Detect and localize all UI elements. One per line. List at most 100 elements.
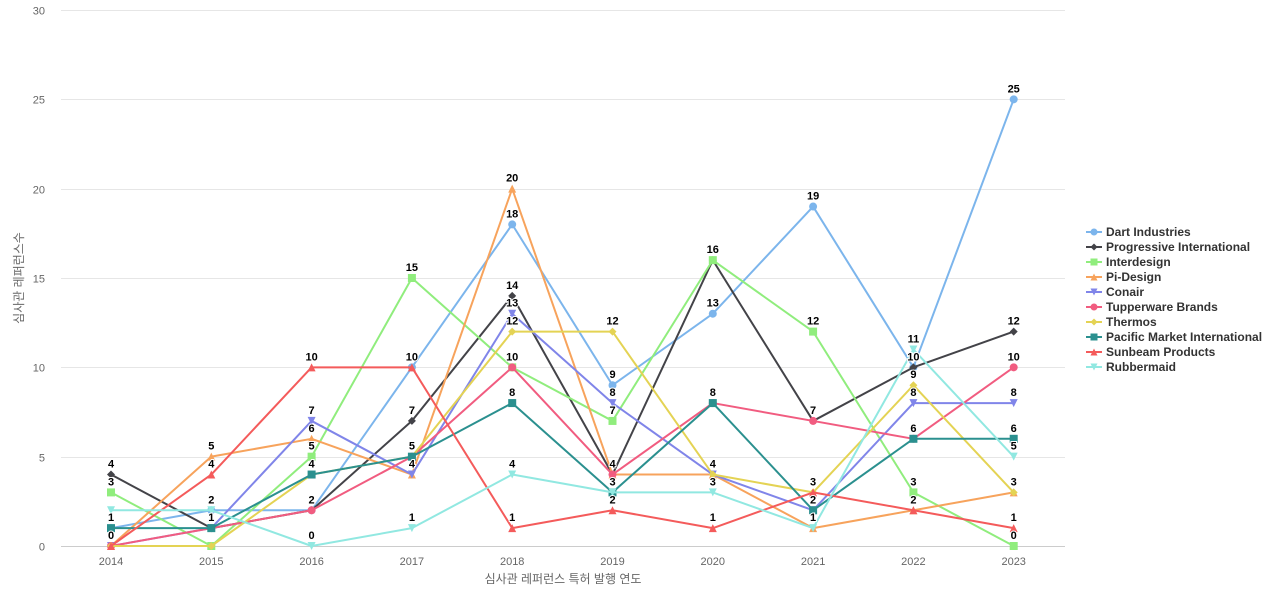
data-point-pacific-market-international[interactable] <box>207 524 216 533</box>
data-point-thermos[interactable] <box>608 327 617 336</box>
data-label: 3 <box>810 476 816 488</box>
data-point-interdesign[interactable] <box>708 256 717 265</box>
y-tick-label: 30 <box>33 6 45 18</box>
legend-item-sunbeam-products[interactable]: Sunbeam Products <box>1086 344 1262 359</box>
x-tick-label: 2018 <box>500 556 524 568</box>
data-point-rubbermaid[interactable] <box>307 542 316 550</box>
data-point-rubbermaid[interactable] <box>107 506 115 515</box>
data-point-rubbermaid[interactable] <box>708 488 717 497</box>
data-point-pi-design[interactable] <box>307 434 316 443</box>
data-label: 6 <box>1011 423 1017 435</box>
data-point-rubbermaid[interactable] <box>407 524 416 533</box>
data-point-pacific-market-international[interactable] <box>407 452 416 461</box>
data-point-rubbermaid[interactable] <box>1009 452 1018 461</box>
series-line-sunbeam-products <box>110 366 1015 547</box>
data-point-pi-design[interactable] <box>207 452 216 461</box>
legend-label: Pi-Design <box>1106 269 1162 284</box>
legend-item-conair[interactable]: Conair <box>1086 284 1262 299</box>
x-tick-label: 2014 <box>99 556 123 568</box>
data-point-interdesign[interactable] <box>909 488 918 497</box>
data-point-sunbeam-products[interactable] <box>107 542 115 550</box>
data-point-sunbeam-products[interactable] <box>407 363 416 372</box>
data-point-rubbermaid[interactable] <box>508 470 517 479</box>
data-point-progressive-international[interactable] <box>508 291 517 300</box>
data-point-pacific-market-international[interactable] <box>909 434 918 443</box>
legend-item-progressive-international[interactable]: Progressive International <box>1086 239 1262 254</box>
data-point-interdesign[interactable] <box>809 327 818 336</box>
data-point-interdesign[interactable] <box>608 416 617 425</box>
data-point-tupperware-brands[interactable] <box>809 416 818 425</box>
data-point-conair[interactable] <box>608 399 617 408</box>
data-point-pacific-market-international[interactable] <box>107 524 115 533</box>
data-point-thermos[interactable] <box>909 381 918 390</box>
data-point-thermos[interactable] <box>708 470 717 479</box>
y-tick-label: 20 <box>33 185 45 197</box>
data-label: 4 <box>208 459 215 471</box>
x-axis-title: 심사관 레퍼런스 특허 발행 연도 <box>485 571 642 586</box>
data-label: 1 <box>208 512 214 524</box>
legend-item-pacific-market-international[interactable]: Pacific Market International <box>1086 329 1262 344</box>
data-point-rubbermaid[interactable] <box>809 524 818 533</box>
data-point-sunbeam-products[interactable] <box>508 524 517 533</box>
data-point-thermos[interactable] <box>1009 488 1018 497</box>
legend-symbol-icon <box>1086 347 1102 357</box>
legend-item-dart-industries[interactable]: Dart Industries <box>1086 224 1262 239</box>
data-point-sunbeam-products[interactable] <box>1009 524 1018 533</box>
data-point-conair[interactable] <box>307 416 316 425</box>
data-point-tupperware-brands[interactable] <box>508 363 517 372</box>
data-point-rubbermaid[interactable] <box>207 506 216 515</box>
data-point-sunbeam-products[interactable] <box>909 506 918 515</box>
legend-item-pi-design[interactable]: Pi-Design <box>1086 269 1262 284</box>
data-point-progressive-international[interactable] <box>909 363 918 372</box>
data-point-progressive-international[interactable] <box>407 416 416 425</box>
data-point-thermos[interactable] <box>508 327 517 336</box>
x-tick-label: 2019 <box>600 556 624 568</box>
data-point-dart-industries[interactable] <box>508 220 517 229</box>
data-point-tupperware-brands[interactable] <box>608 470 617 479</box>
data-label: 3 <box>1011 476 1017 488</box>
legend-item-interdesign[interactable]: Interdesign <box>1086 254 1262 269</box>
data-point-conair[interactable] <box>909 399 918 408</box>
data-point-sunbeam-products[interactable] <box>207 470 216 479</box>
data-point-sunbeam-products[interactable] <box>809 488 818 497</box>
data-point-interdesign[interactable] <box>107 488 115 497</box>
legend-label: Thermos <box>1106 314 1157 329</box>
x-tick-label: 2023 <box>1001 556 1025 568</box>
legend-item-rubbermaid[interactable]: Rubbermaid <box>1086 359 1262 374</box>
data-point-pacific-market-international[interactable] <box>809 506 818 515</box>
data-point-dart-industries[interactable] <box>708 309 717 318</box>
data-point-sunbeam-products[interactable] <box>608 506 617 515</box>
data-point-rubbermaid[interactable] <box>608 488 617 497</box>
data-point-pacific-market-international[interactable] <box>508 399 517 408</box>
data-point-conair[interactable] <box>407 470 416 479</box>
data-point-conair[interactable] <box>1009 399 1018 408</box>
legend-item-thermos[interactable]: Thermos <box>1086 314 1262 329</box>
data-point-pacific-market-international[interactable] <box>307 470 316 479</box>
data-point-interdesign[interactable] <box>407 274 416 282</box>
data-point-dart-industries[interactable] <box>608 381 617 390</box>
data-label: 0 <box>108 530 114 542</box>
data-point-dart-industries[interactable] <box>1009 95 1018 104</box>
data-label: 12 <box>1008 316 1020 328</box>
data-label: 3 <box>609 476 615 488</box>
data-point-tupperware-brands[interactable] <box>307 506 316 515</box>
data-point-sunbeam-products[interactable] <box>307 363 316 372</box>
data-label: 2 <box>609 494 615 506</box>
data-label: 12 <box>807 316 819 328</box>
data-label: 7 <box>609 405 615 417</box>
data-point-pacific-market-international[interactable] <box>1009 434 1018 443</box>
data-point-thermos[interactable] <box>207 542 216 550</box>
data-label: 0 <box>309 530 315 542</box>
data-point-conair[interactable] <box>508 309 517 318</box>
data-point-progressive-international[interactable] <box>1009 327 1018 336</box>
legend-item-tupperware-brands[interactable]: Tupperware Brands <box>1086 299 1262 314</box>
data-point-interdesign[interactable] <box>1009 542 1018 550</box>
data-point-tupperware-brands[interactable] <box>1009 363 1018 372</box>
data-point-dart-industries[interactable] <box>809 202 818 211</box>
data-point-progressive-international[interactable] <box>107 470 115 479</box>
data-point-sunbeam-products[interactable] <box>708 524 717 533</box>
data-point-rubbermaid[interactable] <box>909 345 918 354</box>
data-point-interdesign[interactable] <box>307 452 316 461</box>
data-point-pacific-market-international[interactable] <box>708 399 717 408</box>
data-point-pi-design[interactable] <box>508 184 517 193</box>
